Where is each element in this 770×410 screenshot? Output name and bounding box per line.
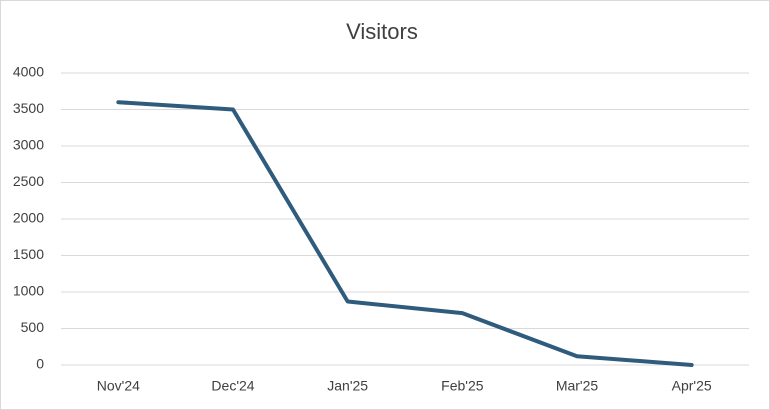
x-tick-label: Mar'25 [556, 378, 599, 394]
x-tick-label: Dec'24 [211, 378, 254, 394]
y-tick-label: 4000 [13, 64, 44, 80]
y-tick-label: 1000 [13, 283, 44, 299]
x-tick-label: Feb'25 [441, 378, 484, 394]
y-tick-label: 500 [21, 319, 45, 335]
y-tick-label: 3500 [13, 100, 44, 116]
y-tick-label: 2500 [13, 173, 44, 189]
y-tick-label: 1500 [13, 246, 44, 262]
x-tick-label: Apr'25 [672, 378, 712, 394]
y-tick-label: 2000 [13, 210, 44, 226]
x-tick-label: Jan'25 [327, 378, 368, 394]
chart-title: Visitors [346, 19, 418, 44]
line-series [116, 100, 694, 367]
x-tick-label: Nov'24 [97, 378, 140, 394]
y-tick-label: 0 [36, 356, 44, 372]
y-tick-label: 3000 [13, 137, 44, 153]
